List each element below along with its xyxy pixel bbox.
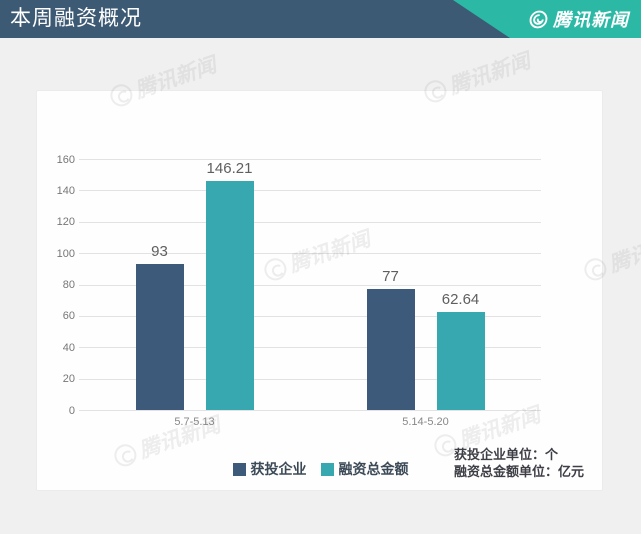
header-bar: 本周融资概况 腾讯新闻 bbox=[0, 0, 641, 38]
brand-name: 腾讯新闻 bbox=[553, 10, 629, 30]
x-axis-category-label: 5.7-5.13 bbox=[174, 416, 215, 428]
legend-item: 融资总金额 bbox=[320, 459, 409, 479]
y-axis-tick-label: 0 bbox=[68, 404, 75, 417]
value-label: 77 bbox=[382, 268, 399, 286]
unit-note-line: 获投企业单位：个 bbox=[453, 447, 558, 462]
brand-badge: 腾讯新闻 bbox=[529, 0, 629, 38]
bar-获投企业-5.7-5.13 bbox=[135, 264, 184, 410]
y-axis-tick-label: 120 bbox=[56, 216, 75, 229]
unit-note-line: 融资总金额单位：亿元 bbox=[453, 464, 584, 479]
gridline bbox=[79, 159, 541, 160]
tencent-news-logo-icon bbox=[529, 10, 548, 28]
legend-swatch bbox=[232, 462, 246, 476]
unit-notes: 获投企业单位：个融资总金额单位：亿元 bbox=[454, 446, 584, 480]
y-axis-tick-label: 60 bbox=[62, 310, 75, 323]
y-axis-tick-label: 20 bbox=[62, 373, 75, 386]
y-axis-tick-label: 40 bbox=[62, 341, 75, 354]
gridline bbox=[79, 190, 541, 192]
gridline bbox=[79, 315, 541, 317]
chart-card: 0 20 40 60 80 100 120 140 160 93 146.21 5.7-5.13 77 6… bbox=[36, 90, 603, 491]
gridline bbox=[79, 378, 541, 380]
gridline bbox=[79, 410, 541, 411]
legend-label: 融资总金额 bbox=[338, 461, 409, 477]
y-axis-tick-label: 160 bbox=[56, 153, 75, 166]
value-label: 93 bbox=[151, 243, 168, 261]
value-label: 62.64 bbox=[441, 290, 480, 308]
legend-item: 获投企业 bbox=[232, 459, 307, 479]
gridline bbox=[79, 347, 541, 349]
plot-area: 0 20 40 60 80 100 120 140 160 93 146.21 5.7-5.13 77 6… bbox=[37, 91, 604, 492]
legend-swatch bbox=[320, 462, 334, 476]
gridline bbox=[79, 284, 541, 286]
x-axis-category-label: 5.14-5.20 bbox=[402, 416, 449, 428]
legend-label: 获投企业 bbox=[250, 461, 307, 477]
gridline bbox=[79, 221, 541, 223]
y-axis-tick-label: 100 bbox=[56, 247, 75, 260]
value-label: 146.21 bbox=[206, 159, 253, 177]
bar-融资总金额-5.14-5.20 bbox=[436, 311, 485, 410]
bar-融资总金额-5.7-5.13 bbox=[205, 180, 254, 410]
gridline bbox=[79, 253, 541, 255]
page-title: 本周融资概况 bbox=[10, 7, 142, 30]
watermark-text: 腾讯新闻 bbox=[606, 227, 641, 277]
chart-legend: 获投企业 融资总金额 bbox=[37, 459, 604, 479]
y-axis-tick-label: 140 bbox=[56, 184, 75, 197]
y-axis-tick-label: 80 bbox=[62, 279, 75, 291]
bar-获投企业-5.14-5.20 bbox=[366, 289, 415, 410]
